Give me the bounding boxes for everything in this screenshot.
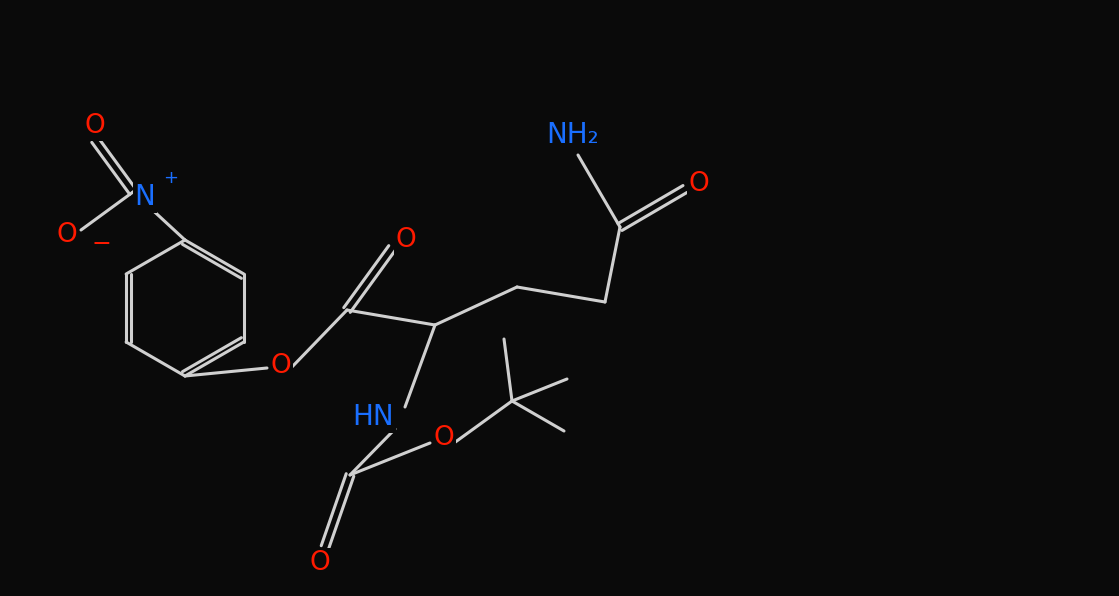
Text: O: O <box>85 113 105 139</box>
Text: HN: HN <box>352 403 394 431</box>
Text: +: + <box>163 169 179 187</box>
Text: N: N <box>134 183 156 211</box>
Text: O: O <box>57 222 77 248</box>
Text: O: O <box>396 227 416 253</box>
Text: O: O <box>434 425 454 451</box>
Text: O: O <box>688 171 709 197</box>
Text: O: O <box>310 550 330 576</box>
Text: −: − <box>91 232 111 256</box>
Text: O: O <box>271 353 291 379</box>
Text: NH₂: NH₂ <box>546 121 600 149</box>
